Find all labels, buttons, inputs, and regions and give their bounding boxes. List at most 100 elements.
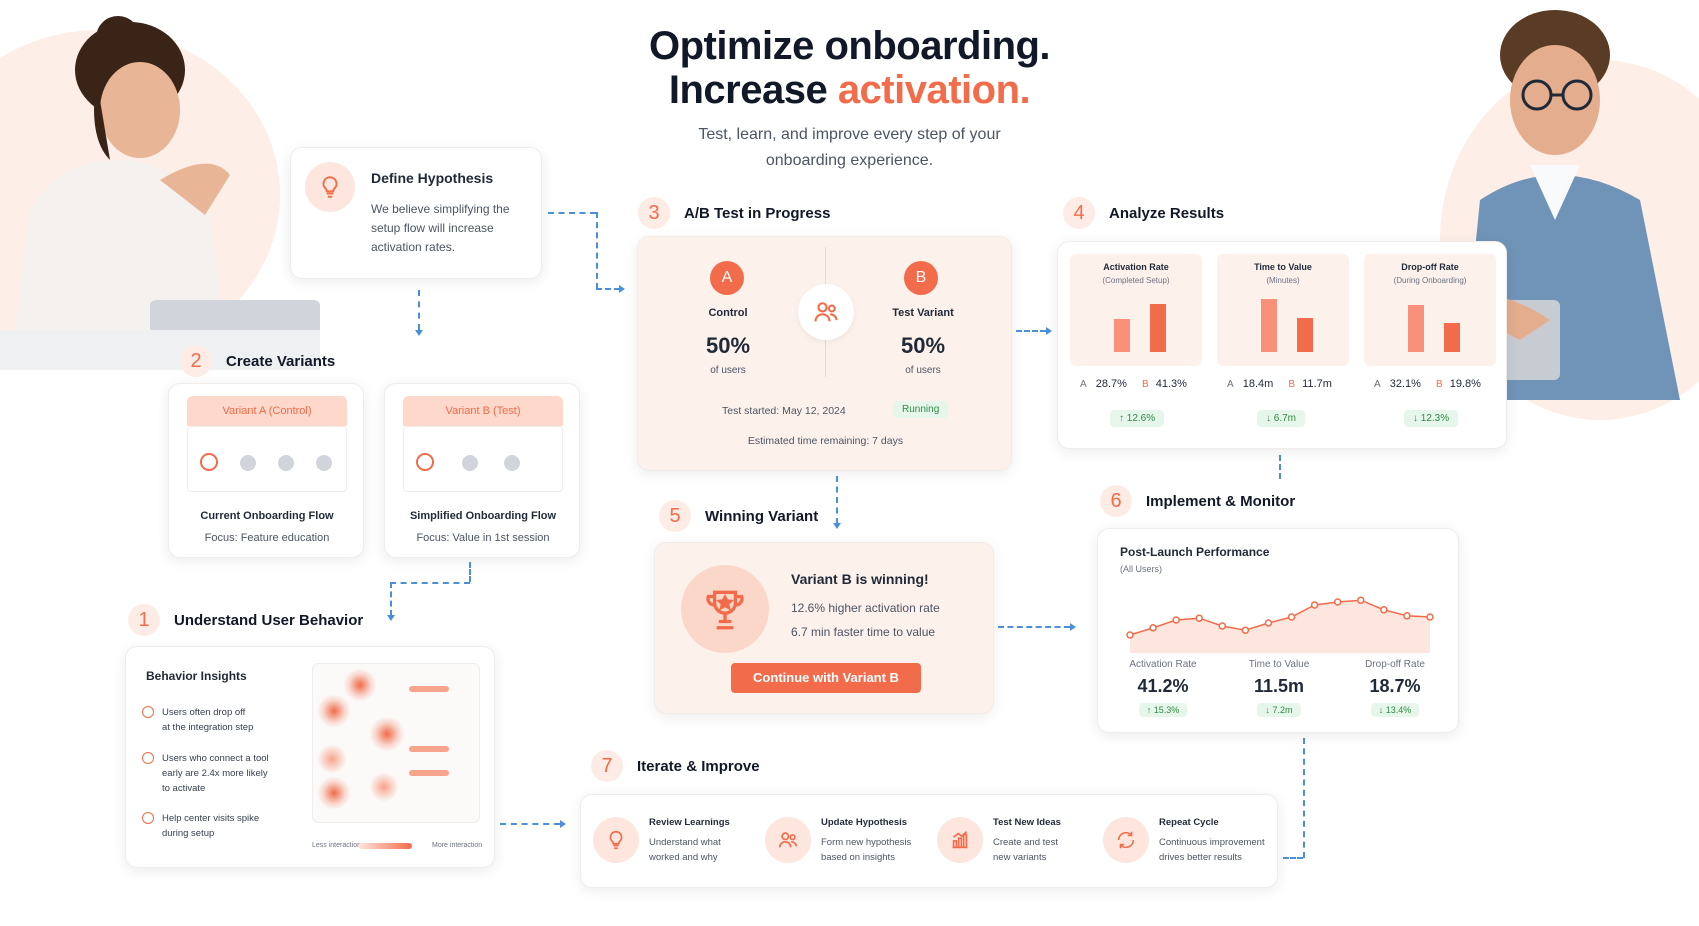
variant-a-label: Control (708, 307, 748, 319)
iterate-desc-line: worked and why (649, 852, 718, 863)
post-stat-label: Time to Value (1248, 659, 1310, 670)
test-remaining-time: Estimated time remaining: 7 days (747, 435, 904, 447)
iterate-card: Review Learnings Understand what worked … (580, 794, 1278, 888)
post-stat: Drop-off Rate 18.7% ↓ 13.4% (1340, 659, 1450, 718)
metric-a-label: A (1374, 379, 1381, 390)
metric-title: Drop-off Rate (1401, 262, 1459, 272)
metric-a-label: A (1227, 379, 1234, 390)
trend-point (1264, 619, 1273, 627)
heatmap-bar (409, 746, 449, 752)
trend-point (1287, 613, 1296, 621)
iterate-desc-line: new variants (993, 852, 1047, 863)
step-6-header: 6 Implement & Monitor (1100, 485, 1295, 517)
connector-arrowhead (1046, 327, 1052, 335)
heatmap-mockup (312, 663, 480, 823)
growth-chart-icon (937, 817, 983, 863)
hypothesis-card: Define Hypothesis We believe simplifying… (290, 147, 542, 279)
subtitle-line-2: onboarding experience. (765, 152, 934, 169)
metric-title: Time to Value (1254, 262, 1312, 272)
connector-results-to-monitor (1279, 455, 1281, 479)
bar-b (1444, 323, 1460, 352)
metric-a-value: 28.7% (1095, 378, 1127, 390)
connector-variants-to-behavior (390, 582, 392, 616)
trend-point (1380, 606, 1388, 614)
heatmap-bar (409, 686, 449, 692)
variant-a-mockup (187, 426, 347, 492)
post-stat-value: 11.5m (1253, 676, 1305, 696)
mockup-step-dot (240, 455, 256, 471)
winning-headline: Variant B is winning! (791, 571, 929, 587)
ab-test-card: A Control 50% of users B Test Variant 50… (637, 236, 1012, 471)
connector-test-to-results (1016, 330, 1046, 332)
iterate-title: Test New Ideas (993, 817, 1061, 828)
post-stat-label: Activation Rate (1129, 659, 1197, 670)
iterate-title: Review Learnings (649, 817, 730, 828)
test-start-date: Test started: May 12, 2024 (722, 405, 846, 417)
subtitle-line-1: Test, learn, and improve every step of y… (698, 126, 1001, 143)
chat-icon (142, 812, 154, 824)
heatmap-legend-gradient (358, 843, 412, 849)
users-icon (798, 284, 854, 340)
winning-line-2: 6.7 min faster time to value (791, 625, 936, 639)
connector-monitor-to-iterate (1303, 738, 1305, 858)
iterate-desc-line: drives better results (1159, 852, 1242, 863)
heatmap-bar (409, 770, 449, 776)
iterate-desc-line: Understand what (649, 837, 721, 848)
target-icon (142, 752, 154, 764)
person-left-illustration (0, 16, 320, 370)
metric-a-label: A (1080, 379, 1087, 390)
iterate-desc: Continuous improvement drives better res… (1159, 835, 1265, 865)
post-stat-value: 41.2% (1137, 676, 1189, 696)
lightbulb-icon (305, 162, 355, 212)
mockup-step-user-icon (200, 453, 218, 471)
connector-variants-to-behavior (390, 582, 470, 584)
metric-bars (1237, 294, 1329, 352)
step-3-number: 3 (638, 197, 670, 229)
step-1-number: 1 (128, 604, 160, 636)
step-6-label: Implement & Monitor (1146, 492, 1296, 510)
mockup-step-users-icon (416, 453, 434, 471)
trend-point (1195, 614, 1203, 622)
heatmap-hotspot (317, 744, 347, 774)
iterate-title: Repeat Cycle (1159, 817, 1219, 828)
title-accent: activation. (837, 68, 1031, 112)
variant-b-mockup (403, 426, 563, 492)
connector-winner-to-monitor (998, 626, 1070, 628)
iterate-desc-line: Form new hypothesis (821, 837, 912, 848)
trend-area (1130, 600, 1430, 653)
heatmap-hotspot (369, 772, 399, 802)
insight-text: Users often drop off at the integration … (162, 705, 253, 735)
iterate-item: Test New Ideas Create and test new varia… (937, 809, 1105, 875)
iterate-desc-line: Create and test (993, 837, 1058, 848)
metric-b-value: 19.8% (1449, 378, 1481, 390)
mockup-step-dot (462, 455, 478, 471)
post-stat: Time to Value 11.5m ↓ 7.2m (1224, 659, 1334, 718)
continue-with-variant-b-button[interactable]: Continue with Variant B (731, 663, 921, 693)
variant-a-share: 50% (705, 333, 751, 358)
step-5-header: 5 Winning Variant (659, 500, 818, 532)
connector-behavior-to-iterate (500, 823, 560, 825)
alert-icon (142, 706, 154, 718)
step-2-label: Create Variants (226, 352, 336, 370)
metric-a-value: 32.1% (1389, 378, 1421, 390)
winning-variant-card: Variant B is winning! 12.6% higher activ… (654, 542, 994, 714)
connector-arrowhead (1070, 623, 1076, 631)
variant-a-tag: Variant A (Control) (187, 396, 347, 426)
insight-line: Users often drop off (162, 707, 246, 718)
connector-arrowhead (619, 285, 625, 293)
insight-line: Users who connect a tool (162, 753, 269, 764)
post-launch-title: Post-Launch Performance (1120, 545, 1270, 559)
post-stat-delta: ↓ 13.4% (1370, 703, 1420, 717)
variant-a-badge: A (710, 261, 744, 295)
post-launch-subtitle: (All Users) (1120, 564, 1162, 574)
users-icon (765, 817, 811, 863)
trend-point (1403, 612, 1411, 620)
page-subtitle: Test, learn, and improve every step of y… (0, 122, 1699, 174)
metric-b-value: 11.7m (1302, 378, 1332, 390)
mockup-step-dot (504, 455, 520, 471)
hypothesis-line-2: setup flow will increase (371, 221, 494, 235)
metric-b-label: B (1436, 379, 1443, 390)
connector-hypothesis-to-variants (418, 290, 420, 330)
metric-values: A 32.1% B 19.8% (1374, 378, 1506, 390)
connector-arrowhead (387, 615, 395, 621)
